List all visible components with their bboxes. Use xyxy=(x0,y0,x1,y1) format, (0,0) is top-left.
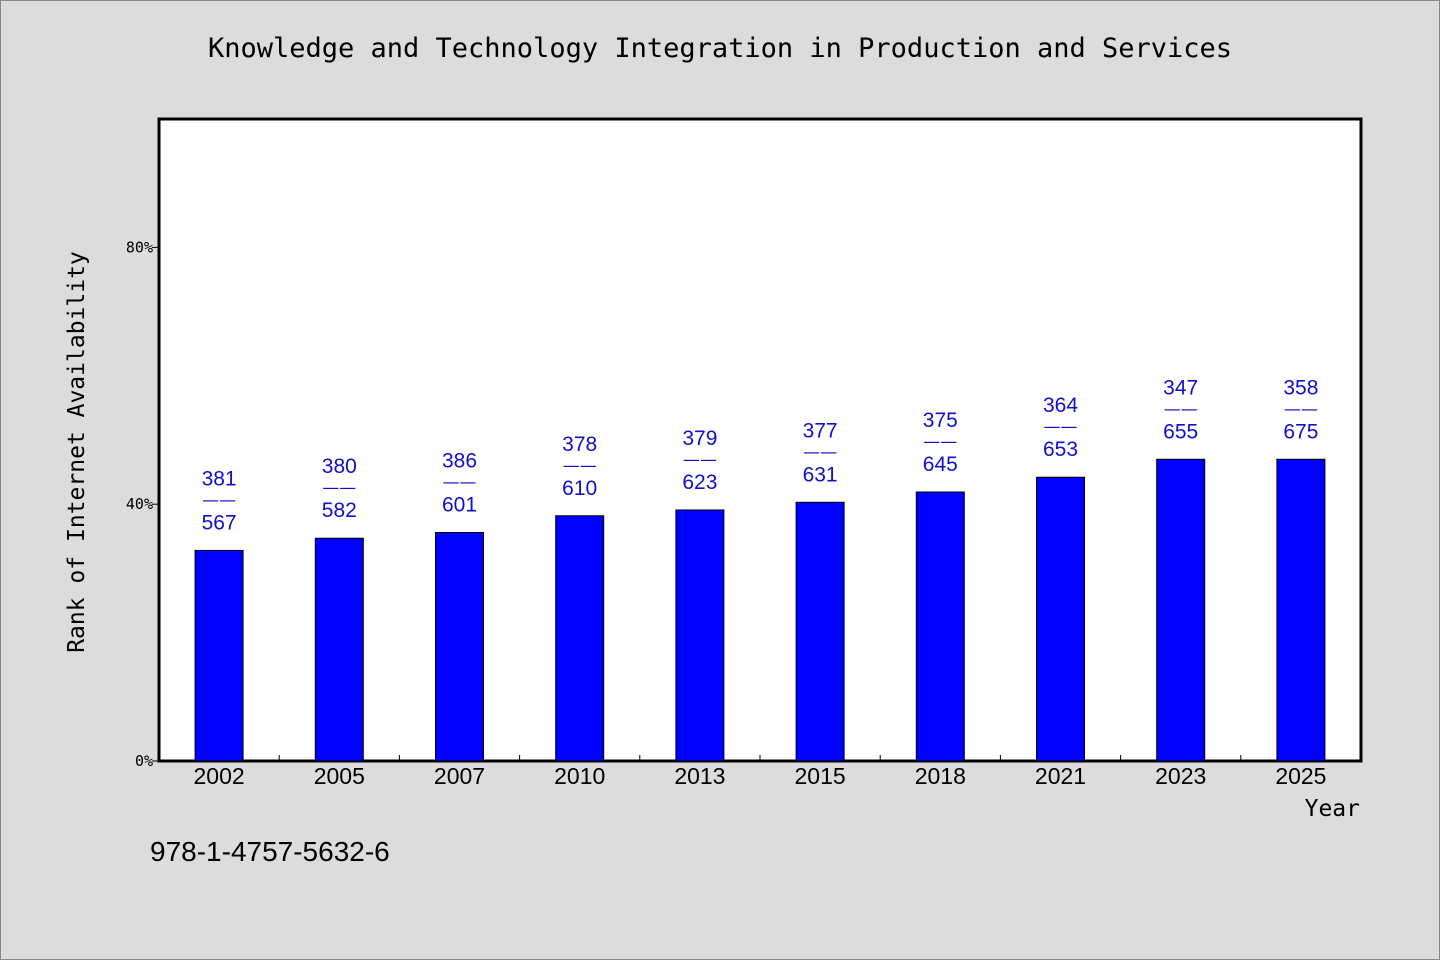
x-tick-label: 2021 xyxy=(1035,763,1086,789)
data-label-separator: —— xyxy=(803,442,837,462)
isbn-text: 978-1-4757-5632-6 xyxy=(150,836,390,867)
data-label-bottom: 631 xyxy=(803,463,838,486)
data-label-bottom: 601 xyxy=(442,493,477,516)
x-tick-label: 2013 xyxy=(674,763,725,789)
data-labels: 381——567380——582386——601378——610379——623… xyxy=(202,376,1319,534)
data-label-separator: —— xyxy=(202,490,236,510)
x-axis-label: Year xyxy=(1304,796,1360,822)
x-tick-label: 2023 xyxy=(1155,763,1206,789)
y-tick-label: 80% xyxy=(126,238,153,256)
data-label-separator: —— xyxy=(322,478,356,498)
data-label-bottom: 645 xyxy=(923,453,958,476)
data-label-top: 377 xyxy=(803,419,838,442)
x-tick-label: 2018 xyxy=(915,763,966,789)
data-label-top: 347 xyxy=(1163,376,1198,399)
data-label-separator: —— xyxy=(563,456,597,476)
bars xyxy=(194,458,1326,762)
data-label-separator: —— xyxy=(1164,399,1198,419)
bar xyxy=(555,515,605,762)
y-axis-label: Rank of Internet Availability xyxy=(64,251,90,653)
data-label-separator: —— xyxy=(443,472,477,492)
x-axis: 2002 2005 2007 2010 2013 2015 2018 2021 2023 2025 xyxy=(194,755,1326,789)
data-label-top: 378 xyxy=(562,433,597,456)
data-label-bottom: 623 xyxy=(682,471,717,494)
y-tick-label: 40% xyxy=(126,495,153,513)
bar xyxy=(1156,458,1206,762)
bar xyxy=(194,549,244,762)
bar xyxy=(1276,458,1326,762)
data-label-top: 381 xyxy=(202,467,237,490)
data-label-separator: —— xyxy=(1284,399,1318,419)
data-label-separator: —— xyxy=(1044,417,1078,437)
data-label-top: 364 xyxy=(1043,394,1078,417)
data-label-bottom: 655 xyxy=(1163,420,1198,443)
data-label-bottom: 653 xyxy=(1043,438,1078,461)
data-label-top: 386 xyxy=(442,449,477,472)
data-label-bottom: 567 xyxy=(202,511,237,534)
bar xyxy=(435,531,484,762)
bar xyxy=(915,491,965,762)
data-label-bottom: 582 xyxy=(322,499,357,522)
data-label-top: 375 xyxy=(923,409,958,432)
data-label-bottom: 675 xyxy=(1283,420,1318,443)
x-tick-label: 2025 xyxy=(1275,763,1326,789)
bar xyxy=(795,501,845,762)
data-label-top: 358 xyxy=(1283,376,1318,399)
bar xyxy=(314,537,364,762)
chart-title: Knowledge and Technology Integration in … xyxy=(207,33,1233,64)
bar xyxy=(675,509,725,762)
x-tick-label: 2002 xyxy=(194,763,245,789)
x-tick-label: 2005 xyxy=(314,763,365,789)
x-tick-label: 2010 xyxy=(554,763,605,789)
data-label-separator: —— xyxy=(683,450,717,470)
bar xyxy=(1036,476,1085,762)
data-label-top: 379 xyxy=(682,427,717,450)
y-tick-label: 0% xyxy=(135,752,153,770)
data-label-top: 380 xyxy=(322,455,357,478)
data-label-bottom: 610 xyxy=(562,477,597,500)
x-tick-label: 2007 xyxy=(434,763,485,789)
x-tick-label: 2015 xyxy=(795,763,846,789)
data-label-separator: —— xyxy=(923,432,957,452)
y-axis: 0% 40% 80% xyxy=(126,238,159,770)
